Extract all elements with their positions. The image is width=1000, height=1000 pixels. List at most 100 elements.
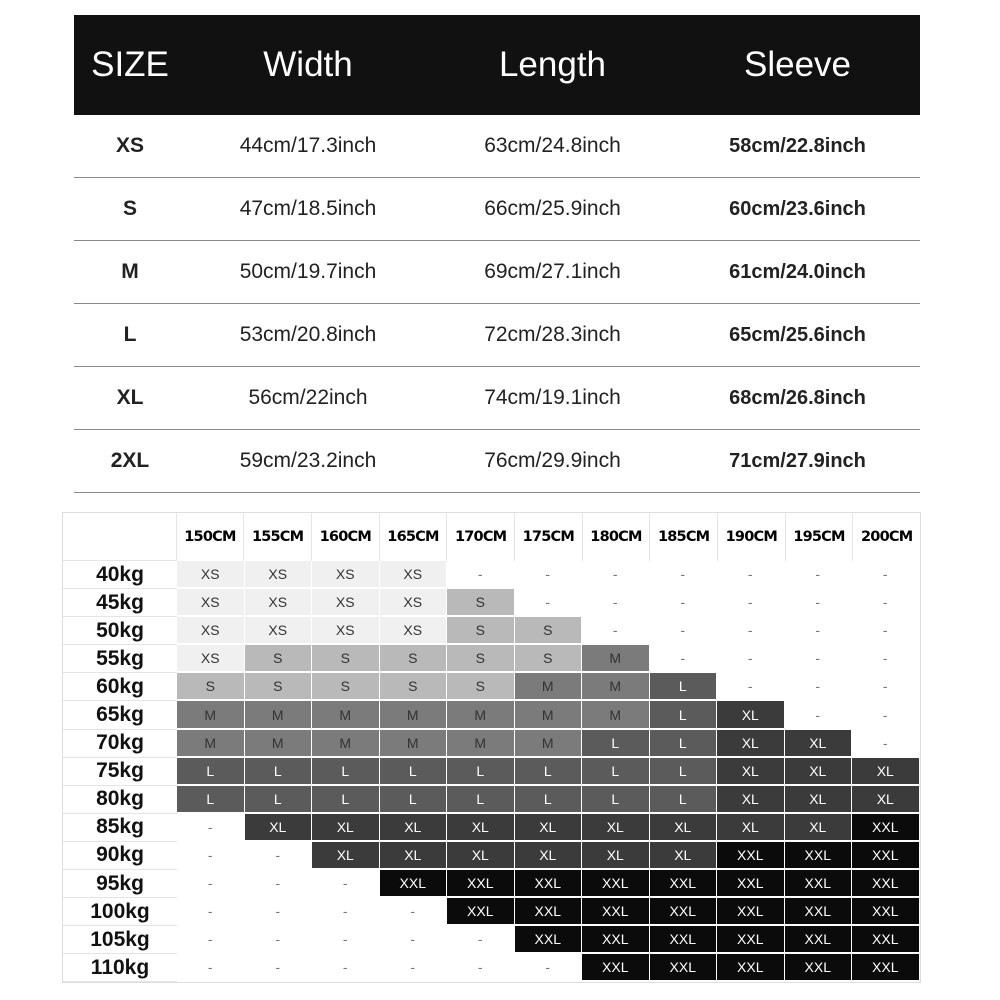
size-table-header: SIZE Width Length Sleeve xyxy=(74,15,920,115)
size-cell: - xyxy=(717,561,784,590)
size-cell: L xyxy=(582,757,649,786)
length-value: 63cm/24.8inch xyxy=(484,134,621,157)
size-cell: S xyxy=(447,617,514,646)
size-row: S 47cm/18.5inch 66cm/25.9inch 60cm/23.6inch xyxy=(74,178,920,241)
size-cell: XXL xyxy=(717,898,784,927)
size-row: L 53cm/20.8inch 72cm/28.3inch 65cm/25.6inch xyxy=(74,304,920,367)
size-cell: XL xyxy=(312,841,379,871)
size-cell: L xyxy=(177,757,244,786)
size-cell: - xyxy=(177,841,244,871)
size-row: XS 44cm/17.3inch 63cm/24.8inch 58cm/22.8inc… xyxy=(74,115,920,178)
size-cell: S xyxy=(312,645,379,674)
size-cell: XXL xyxy=(784,870,851,899)
size-cell: XL xyxy=(379,841,446,871)
size-cell: L xyxy=(312,785,379,814)
sleeve-value: 61cm/24.0inch xyxy=(729,260,866,283)
size-cell: L xyxy=(649,785,716,814)
size-cell: XXL xyxy=(379,870,446,899)
size-cell: XL xyxy=(717,813,784,842)
height-header: 165CM xyxy=(378,513,447,561)
size-cell: XS xyxy=(177,561,244,590)
height-header: 175CM xyxy=(513,513,582,561)
size-cell: - xyxy=(514,954,581,983)
size-label: 2XL xyxy=(110,449,150,472)
length-value: 69cm/27.1inch xyxy=(484,260,621,283)
size-label: XS xyxy=(115,134,144,157)
size-cell: - xyxy=(379,926,446,955)
size-cell: XS xyxy=(312,589,379,618)
size-cell: S xyxy=(447,673,514,702)
size-cell: - xyxy=(784,589,851,618)
size-cell: S xyxy=(177,673,244,702)
size-cell: - xyxy=(177,870,244,899)
size-cell: L xyxy=(447,785,514,814)
width-value: 56cm/22inch xyxy=(248,386,368,409)
size-cell: XL xyxy=(717,729,784,758)
size-cell: L xyxy=(244,757,311,786)
size-cell: - xyxy=(244,954,311,983)
size-cell: - xyxy=(312,954,379,983)
width-value: 47cm/18.5inch xyxy=(239,197,377,220)
size-cell: M xyxy=(582,673,649,702)
weight-label: 75kg xyxy=(63,758,177,786)
size-cell: XL xyxy=(717,701,784,730)
size-cell: - xyxy=(177,898,244,927)
grid-header-row: 150CM 155CM 160CM 165CM 170CM 175CM 180CM 185CM… xyxy=(63,513,920,561)
size-cell: - xyxy=(582,617,649,646)
weight-row: 95kg - - - XXL XXL XXL XXL XXL XXL XXL XXL xyxy=(63,870,920,899)
size-cell: S xyxy=(447,645,514,674)
size-cell: - xyxy=(852,589,919,618)
weight-label: 105kg xyxy=(63,926,177,955)
size-cell: L xyxy=(379,757,446,786)
length-value: 66cm/25.9inch xyxy=(484,197,621,220)
weight-label: 85kg xyxy=(63,814,177,842)
size-cell: XS xyxy=(312,561,379,590)
size-cell: XS xyxy=(244,617,311,646)
weight-row: 100kg - - - - XXL XXL XXL XXL XXL XXL XXL xyxy=(63,898,920,927)
size-cell: XXL xyxy=(784,898,851,927)
length-value: 76cm/29.9inch xyxy=(484,449,621,472)
size-cell: XXL xyxy=(784,926,851,955)
weight-label: 95kg xyxy=(63,870,177,899)
size-cell: S xyxy=(447,589,514,618)
size-cell: L xyxy=(379,785,446,814)
size-cell: - xyxy=(784,673,851,702)
weight-row: 40kg XS XS XS XS - - - - - - - xyxy=(63,561,920,590)
size-cell: - xyxy=(649,617,716,646)
size-cell: S xyxy=(312,673,379,702)
size-cell: L xyxy=(649,701,716,730)
size-cell: XXL xyxy=(717,954,784,983)
size-cell: - xyxy=(852,617,919,646)
height-header: 170CM xyxy=(446,513,514,561)
size-cell: XXL xyxy=(582,870,649,899)
size-cell: XS xyxy=(312,617,379,646)
height-header: 190CM xyxy=(716,513,785,561)
size-cell: L xyxy=(514,757,581,786)
size-cell: M xyxy=(244,701,311,730)
weight-label: 50kg xyxy=(63,617,177,646)
size-cell: - xyxy=(379,954,446,983)
height-header: 160CM xyxy=(310,513,379,561)
width-value: 50cm/19.7inch xyxy=(239,260,377,283)
size-cell: - xyxy=(649,589,716,618)
size-cell: L xyxy=(649,757,716,786)
height-header: 180CM xyxy=(581,513,650,561)
size-cell: - xyxy=(784,561,851,590)
weight-row: 65kg M M M M M M M L XL - - xyxy=(63,701,920,730)
weight-label: 80kg xyxy=(63,786,177,814)
weight-row: 75kg L L L L L L L L XL XL XL xyxy=(63,757,920,786)
weight-row: 80kg L L L L L L L L XL XL XL xyxy=(63,785,920,814)
sleeve-value: 65cm/25.6inch xyxy=(729,323,866,346)
size-cell: XS xyxy=(244,589,311,618)
sleeve-value: 60cm/23.6inch xyxy=(729,197,866,220)
size-cell: M xyxy=(514,729,581,758)
size-cell: XXL xyxy=(514,926,581,955)
sleeve-value: 68cm/26.8inch xyxy=(729,386,866,409)
weight-row: 55kg XS S S S S S M - - - - xyxy=(63,645,920,674)
size-cell: XL xyxy=(649,841,716,871)
size-row: 2XL 59cm/23.2inch 76cm/29.9inch 71cm/27.9in… xyxy=(74,430,920,493)
weight-label: 90kg xyxy=(63,842,177,871)
size-cell: - xyxy=(514,561,581,590)
size-cell: - xyxy=(447,954,514,983)
weight-label: 45kg xyxy=(63,589,177,618)
